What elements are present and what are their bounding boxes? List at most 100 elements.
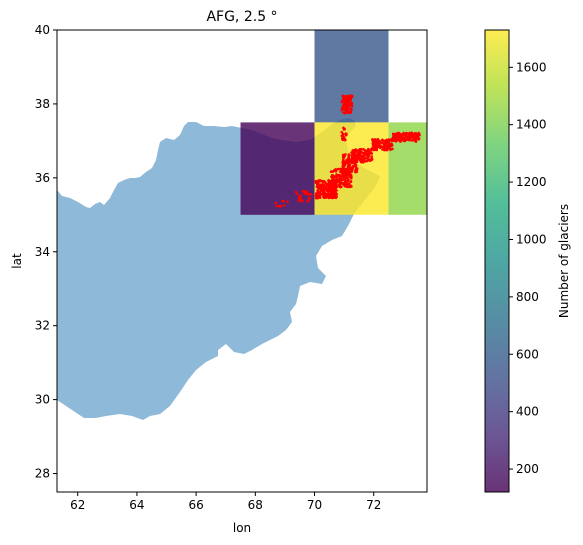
- glacier-point: [339, 185, 342, 189]
- glacier-point: [338, 175, 342, 179]
- glacier-point: [326, 192, 330, 196]
- glacier-point: [326, 182, 330, 186]
- glacier-point: [306, 199, 310, 203]
- colorbar-tick-label: 1200: [516, 175, 547, 189]
- glacier-point: [383, 144, 387, 147]
- glacier-point: [348, 157, 351, 160]
- glacier-point: [317, 179, 320, 182]
- glacier-point: [380, 145, 384, 149]
- glacier-point: [279, 204, 283, 208]
- glacier-point: [385, 148, 389, 152]
- glacier-point: [394, 134, 398, 138]
- glacier-point: [310, 193, 313, 196]
- glacier-point: [342, 95, 345, 99]
- glacier-point: [341, 178, 345, 181]
- glacier-point: [333, 180, 336, 184]
- glacier-point: [331, 193, 334, 197]
- glacier-point: [389, 138, 392, 142]
- glacier-point: [341, 132, 345, 136]
- glacier-point: [342, 126, 345, 130]
- glacier-point: [347, 153, 351, 157]
- glacier-point: [399, 140, 402, 143]
- glacier-point: [397, 131, 401, 135]
- glacier-point: [343, 155, 346, 158]
- glacier-point: [365, 150, 369, 153]
- y-tick-label: 36: [35, 171, 50, 185]
- plot-area: [57, 30, 427, 420]
- colorbar-label: Number of glaciers: [557, 204, 571, 318]
- glacier-point: [347, 95, 351, 98]
- glacier-point: [416, 135, 420, 139]
- glacier-point: [393, 139, 396, 142]
- glacier-point: [349, 102, 353, 105]
- glacier-point: [376, 141, 379, 145]
- glacier-point: [340, 108, 344, 112]
- chart-title: AFG, 2.5 °: [206, 9, 277, 25]
- colorbar-tick-label: 800: [516, 290, 539, 304]
- glacier-point: [362, 153, 366, 156]
- glacier-point: [348, 164, 351, 167]
- glacier-point: [344, 133, 348, 137]
- glacier-point: [385, 141, 389, 145]
- glacier-point: [308, 197, 311, 201]
- heatmap-cells: [240, 30, 427, 215]
- glacier-point: [395, 136, 399, 140]
- colorbar-tick-label: 600: [516, 347, 539, 361]
- glacier-point: [344, 95, 348, 98]
- glacier-point: [349, 180, 353, 183]
- glacier-point: [347, 178, 350, 181]
- glacier-point: [381, 148, 384, 151]
- glacier-point: [305, 190, 308, 193]
- glacier-point: [330, 175, 333, 179]
- colorbar-ticks: 200 400 600 800 1000 1200 1400 1600: [509, 60, 547, 476]
- x-tick-label: 70: [307, 498, 322, 512]
- glacier-point: [297, 199, 301, 203]
- glacier-point: [350, 175, 353, 179]
- glacier-point: [333, 187, 337, 191]
- glacier-point: [318, 185, 322, 188]
- glacier-point: [368, 158, 372, 161]
- glacier-point: [381, 138, 384, 142]
- glacier-point: [346, 109, 349, 113]
- glacier-point: [372, 140, 375, 143]
- glacier-point: [391, 147, 394, 151]
- glacier-point: [362, 148, 365, 151]
- glacier-point: [344, 104, 348, 108]
- axes-frame: [56, 29, 428, 493]
- glacier-point: [362, 156, 366, 159]
- glacier-point: [343, 161, 346, 165]
- glacier-point: [414, 137, 418, 141]
- colorbar: 200 400 600 800 1000 1200 1400 1600 Number of g…: [484, 29, 571, 493]
- glacier-point: [282, 204, 286, 207]
- glacier-point: [348, 185, 352, 189]
- glacier-point: [339, 167, 342, 171]
- glacier-point: [342, 159, 346, 163]
- glacier-point: [383, 146, 386, 150]
- x-tick-label: 66: [188, 498, 203, 512]
- glacier-point: [345, 161, 348, 165]
- y-tick-label: 32: [35, 319, 50, 333]
- glacier-point: [329, 180, 333, 183]
- y-tick-label: 28: [35, 467, 50, 481]
- y-axis-ticks: 28 30 32 34 36 38 40: [35, 23, 57, 481]
- glacier-point: [274, 201, 278, 205]
- glacier-point: [403, 139, 407, 143]
- glacier-point: [366, 158, 370, 161]
- x-tick-label: 68: [248, 498, 263, 512]
- glacier-point: [330, 191, 334, 194]
- colorbar-tick-label: 200: [516, 462, 539, 476]
- glacier-point: [351, 151, 355, 155]
- glacier-point: [329, 185, 333, 189]
- glacier-point: [352, 164, 355, 168]
- glacier-point: [347, 104, 351, 107]
- glacier-point: [355, 160, 359, 164]
- glacier-point: [401, 133, 405, 137]
- glacier-point: [350, 159, 354, 162]
- glacier-point: [392, 133, 395, 136]
- glacier-point: [335, 193, 338, 196]
- x-tick-label: 64: [129, 498, 144, 512]
- glacier-point: [349, 168, 352, 172]
- glacier-point: [383, 148, 386, 152]
- glacier-point: [322, 190, 325, 194]
- glacier-point: [342, 111, 345, 114]
